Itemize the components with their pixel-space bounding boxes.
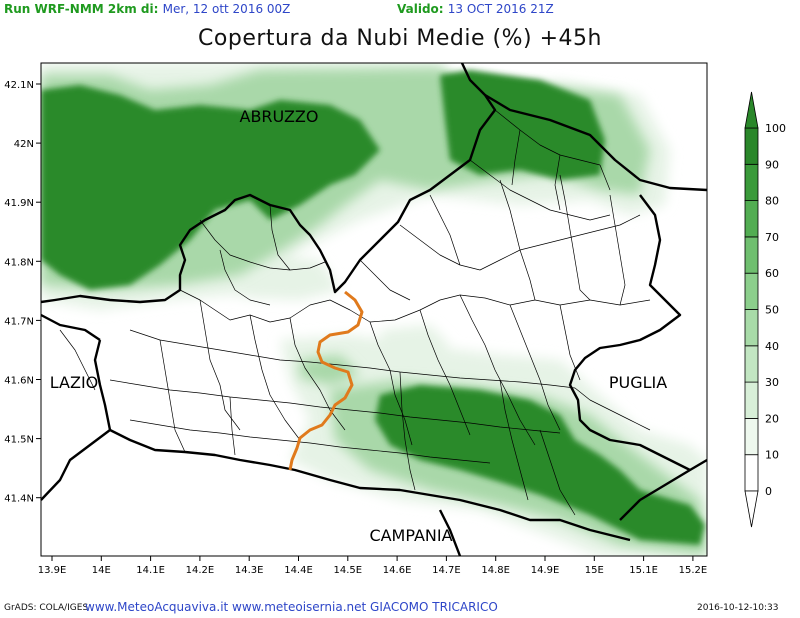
colorbar-label: 0 — [765, 485, 772, 498]
lon-tick-label: 13.9E — [38, 565, 67, 576]
region-label-abruzzo: ABRUZZO — [240, 107, 319, 126]
lat-tick-label: 41.9N — [4, 198, 34, 209]
colorbar-label: 20 — [765, 412, 779, 425]
map-frame — [40, 62, 708, 557]
lon-tick-label: 14.2E — [186, 565, 215, 576]
footer-links: www.MeteoAcquaviva.it www.meteoisernia.n… — [85, 600, 498, 614]
colorbar-segment — [744, 127, 759, 165]
colorbar-legend: 0 10 20 30 40 50 60 70 80 90 100 — [744, 91, 786, 528]
province-border — [288, 290, 364, 471]
colorbar-bottom-arrow — [744, 490, 759, 528]
lat-tick-label: 41.5N — [4, 435, 34, 446]
lon-tick-label: 14E — [92, 565, 111, 576]
colorbar-segment — [744, 163, 759, 202]
lat-tick-label: 41.4N — [4, 494, 34, 505]
colorbar-segment — [744, 345, 759, 383]
colorbar-label: 10 — [765, 449, 779, 462]
lat-tick-label: 41.8N — [4, 257, 34, 268]
region-label-campania: CAMPANIA — [369, 526, 452, 545]
colorbar-label: 90 — [765, 158, 779, 171]
colorbar-label: 50 — [765, 304, 779, 317]
colorbar-label: 70 — [765, 231, 779, 244]
longitude-axis: 13.9E 14E 14.1E 14.2E 14.3E 14.4E 14.5E 14.6E 14… — [38, 556, 707, 576]
colorbar-label: 30 — [765, 376, 779, 389]
lon-tick-label: 14.7E — [432, 565, 461, 576]
region-borders — [40, 62, 708, 557]
lon-tick-label: 15.1E — [629, 565, 658, 576]
lon-tick-label: 14.4E — [284, 565, 313, 576]
valid-label: Valido: 13 OCT 2016 21Z — [397, 2, 554, 16]
lon-tick-label: 14.1E — [136, 565, 165, 576]
lon-tick-label: 15.2E — [679, 565, 708, 576]
region-label-lazio: LAZIO — [50, 373, 99, 392]
lat-tick-label: 42.1N — [4, 80, 34, 91]
colorbar-label: 100 — [765, 122, 786, 135]
colorbar-segment — [744, 236, 759, 274]
lat-tick-label: 41.7N — [4, 316, 34, 327]
lon-tick-label: 14.6E — [383, 565, 412, 576]
colorbar-segment — [744, 200, 759, 238]
colorbar-segment — [744, 272, 759, 310]
cloud-dark-areas — [41, 70, 705, 545]
municipal-borders — [59, 109, 651, 516]
run-label: Run WRF-NMM 2km di: Mer, 12 ott 2016 00Z — [4, 2, 291, 16]
lat-tick-label: 42N — [14, 139, 34, 150]
lat-tick-label: 41.6N — [4, 376, 34, 387]
colorbar-segment — [744, 417, 759, 456]
grads-credit: GrADS: COLA/IGES — [4, 603, 89, 613]
lon-tick-label: 14.3E — [235, 565, 264, 576]
colorbar-label: 80 — [765, 195, 779, 208]
valid-value: 13 OCT 2016 21Z — [447, 2, 554, 16]
lon-tick-label: 14.8E — [481, 565, 510, 576]
colorbar-segment — [744, 454, 759, 492]
lon-tick-label: 14.5E — [334, 565, 363, 576]
cloud-cover-field — [41, 63, 707, 556]
colorbar-top-arrow — [744, 91, 759, 129]
colorbar-label: 40 — [765, 340, 779, 353]
run-value: Mer, 12 ott 2016 00Z — [162, 2, 291, 16]
colorbar-segment — [744, 309, 759, 347]
colorbar-segment — [744, 381, 759, 419]
lon-tick-label: 14.9E — [531, 565, 560, 576]
colorbar-label: 60 — [765, 267, 779, 280]
map-title: Copertura da Nubi Medie (%) +45h — [198, 26, 602, 51]
lon-tick-label: 15E — [585, 565, 604, 576]
latitude-axis: 42.1N 42N 41.9N 41.8N 41.7N 41.6N 41.5N 41.4N — [4, 80, 41, 505]
region-label-puglia: PUGLIA — [609, 373, 667, 392]
footer-timestamp: 2016-10-12-10:33 — [697, 603, 779, 613]
